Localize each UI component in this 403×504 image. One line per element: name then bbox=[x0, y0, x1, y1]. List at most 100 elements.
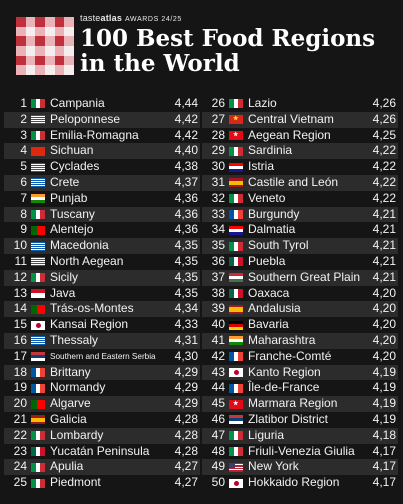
tablecloth-logo-icon bbox=[16, 17, 74, 75]
logo-cell bbox=[35, 46, 45, 56]
portugal-flag-icon bbox=[31, 225, 45, 235]
rank-number: 3 bbox=[20, 127, 27, 142]
rank-number: 49 bbox=[211, 459, 225, 474]
list-item: 46 Zlatibor District 4,19 bbox=[202, 412, 398, 428]
rating-score: 4,20 bbox=[372, 301, 396, 316]
rating-score: 4,35 bbox=[174, 238, 198, 253]
list-item: 35 South Tyrol 4,21 bbox=[202, 238, 398, 254]
logo-cell bbox=[16, 55, 26, 66]
logo-cell bbox=[54, 55, 65, 66]
list-item: 42 Franche-Comté 4,20 bbox=[202, 349, 398, 365]
greece-flag-icon bbox=[31, 162, 45, 172]
list-item: 17 Southern and Eastern Serbia 4,30 bbox=[4, 349, 200, 365]
region-name: Southern and Eastern Serbia bbox=[50, 351, 156, 361]
rank-number: 6 bbox=[20, 174, 27, 189]
france-flag-icon bbox=[229, 383, 243, 393]
ranking-column-right: 26 Lazio 4,26 27 ★ Central Vietnam 4,26 28 ★ Aege… bbox=[202, 96, 398, 491]
rank-number: 43 bbox=[211, 364, 225, 379]
rating-score: 4,19 bbox=[372, 364, 396, 379]
logo-cell bbox=[25, 46, 36, 56]
rank-number: 44 bbox=[211, 380, 225, 395]
logo-cell bbox=[35, 26, 45, 37]
china-flag-icon bbox=[31, 146, 45, 156]
rank-number: 1 bbox=[20, 96, 27, 110]
region-name: Punjab bbox=[50, 190, 88, 205]
italy-flag-icon bbox=[229, 146, 243, 156]
rating-score: 4,19 bbox=[372, 380, 396, 395]
rank-number: 34 bbox=[211, 222, 225, 237]
region-name: Thessaly bbox=[50, 332, 99, 347]
list-item: 15 Kansai Region 4,33 bbox=[4, 317, 200, 333]
region-name: Burgundy bbox=[248, 206, 300, 221]
list-item: 12 Sicily 4,35 bbox=[4, 269, 200, 286]
rank-number: 40 bbox=[211, 317, 225, 332]
region-name: Southern Great Plain bbox=[248, 269, 361, 284]
list-item: 38 Oaxaca 4,20 bbox=[202, 286, 398, 302]
spain-flag-icon bbox=[31, 415, 45, 425]
rank-number: 23 bbox=[13, 443, 27, 458]
rating-score: 4,37 bbox=[174, 174, 198, 189]
region-name: Crete bbox=[50, 174, 80, 189]
rank-number: 37 bbox=[211, 269, 225, 284]
rating-score: 4,42 bbox=[174, 127, 198, 142]
spain-flag-icon bbox=[229, 304, 243, 314]
rating-score: 4,17 bbox=[372, 475, 396, 490]
region-name: Peloponnese bbox=[50, 111, 121, 126]
logo-cell bbox=[64, 36, 74, 46]
region-name: Aegean Region bbox=[248, 127, 331, 142]
rank-number: 12 bbox=[13, 269, 27, 284]
region-name: Maharashtra bbox=[248, 332, 316, 347]
logo-cell bbox=[45, 36, 55, 46]
list-item: 13 Java 4,35 bbox=[4, 286, 200, 302]
ranking-column-left: 1 Campania 4,44 2 Peloponnese 4,42 3 Emilia-Rom… bbox=[4, 96, 200, 491]
region-name: Cyclades bbox=[50, 159, 100, 174]
list-item: 5 Cyclades 4,38 bbox=[4, 159, 200, 175]
title-line-2: in the World bbox=[80, 50, 240, 77]
rank-number: 9 bbox=[20, 222, 27, 237]
logo-cell bbox=[25, 26, 36, 37]
rating-score: 4,17 bbox=[372, 443, 396, 458]
rating-score: 4,22 bbox=[372, 174, 396, 189]
list-item: 22 Lombardy 4,28 bbox=[4, 427, 200, 444]
spain-flag-icon bbox=[229, 178, 243, 188]
rating-score: 4,38 bbox=[174, 159, 198, 174]
region-name: Friuli-Venezia Giulia bbox=[248, 443, 355, 458]
logo-cell bbox=[54, 26, 65, 37]
rating-score: 4,28 bbox=[174, 427, 198, 442]
list-item: 14 Trás-os-Montes 4,34 bbox=[4, 301, 200, 318]
rank-number: 20 bbox=[13, 396, 27, 411]
rank-number: 45 bbox=[211, 396, 225, 411]
region-name: Puebla bbox=[248, 253, 286, 268]
region-name: Yucatán Peninsula bbox=[50, 443, 150, 458]
region-name: Piedmont bbox=[50, 475, 101, 490]
logo-cell bbox=[16, 46, 26, 56]
rank-number: 39 bbox=[211, 301, 225, 316]
rating-score: 4,25 bbox=[372, 127, 396, 142]
rating-score: 4,27 bbox=[174, 459, 198, 474]
italy-flag-icon bbox=[31, 99, 45, 109]
logo-cell bbox=[25, 36, 36, 46]
greece-flag-icon bbox=[31, 336, 45, 346]
portugal-flag-icon bbox=[31, 399, 45, 409]
list-item: 8 Tuscany 4,36 bbox=[4, 206, 200, 223]
region-name: Dalmatia bbox=[248, 222, 296, 237]
rank-number: 8 bbox=[20, 206, 27, 221]
logo-cell bbox=[64, 55, 74, 66]
rating-score: 4,33 bbox=[174, 317, 198, 332]
list-item: 3 Emilia-Romagna 4,42 bbox=[4, 128, 200, 144]
rating-score: 4,29 bbox=[174, 396, 198, 411]
list-item: 23 Yucatán Peninsula 4,28 bbox=[4, 444, 200, 460]
list-item: 36 Puebla 4,21 bbox=[202, 254, 398, 270]
region-name: Hokkaido Region bbox=[248, 475, 340, 490]
greece-flag-icon bbox=[31, 115, 45, 125]
greece-flag-icon bbox=[31, 178, 45, 188]
rating-score: 4,20 bbox=[372, 317, 396, 332]
logo-cell bbox=[45, 26, 55, 37]
rating-score: 4,20 bbox=[372, 348, 396, 363]
list-item: 45 ★ Marmara Region 4,19 bbox=[202, 396, 398, 412]
region-name: Alentejo bbox=[50, 222, 94, 237]
rank-number: 32 bbox=[211, 190, 225, 205]
mexico-flag-icon bbox=[31, 446, 45, 456]
rank-number: 16 bbox=[13, 332, 27, 347]
rank-number: 27 bbox=[211, 111, 225, 126]
